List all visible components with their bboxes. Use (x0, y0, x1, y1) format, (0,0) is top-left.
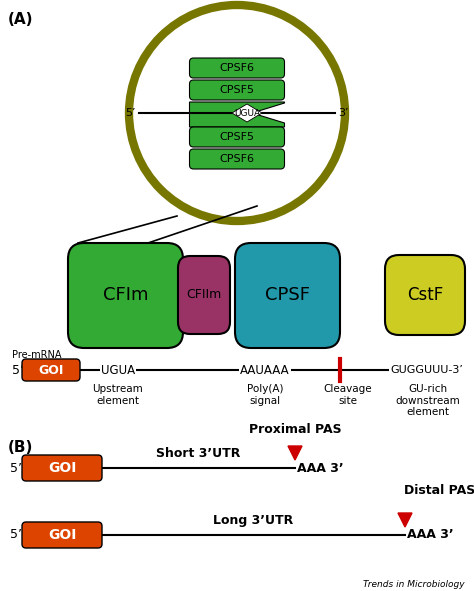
Text: Short 3’UTR: Short 3’UTR (156, 447, 241, 460)
FancyBboxPatch shape (385, 255, 465, 335)
Text: UGUA: UGUA (101, 363, 135, 376)
Text: GOI: GOI (48, 461, 76, 475)
Text: (A): (A) (8, 12, 34, 27)
FancyBboxPatch shape (190, 80, 284, 100)
Text: Long 3’UTR: Long 3’UTR (213, 514, 293, 527)
Text: 5’: 5’ (126, 108, 136, 118)
FancyBboxPatch shape (22, 522, 102, 548)
Text: CPSF6: CPSF6 (219, 63, 255, 73)
FancyBboxPatch shape (190, 58, 284, 78)
Text: 5’: 5’ (12, 363, 24, 376)
Text: CstF: CstF (407, 286, 443, 304)
Text: Trends in Microbiology: Trends in Microbiology (364, 580, 465, 589)
Text: Proximal PAS: Proximal PAS (249, 423, 341, 436)
Text: (B): (B) (8, 440, 33, 455)
Text: AAA 3’: AAA 3’ (297, 462, 344, 475)
Ellipse shape (129, 5, 345, 221)
Text: AAUAAA: AAUAAA (240, 363, 290, 376)
Text: CPSF5: CPSF5 (219, 85, 255, 95)
Polygon shape (190, 113, 284, 127)
Text: UGUA: UGUA (234, 109, 260, 118)
Text: AAA 3’: AAA 3’ (407, 528, 454, 541)
Polygon shape (288, 446, 302, 460)
Text: CFIm: CFIm (103, 287, 148, 304)
Text: CPSF5: CPSF5 (219, 132, 255, 142)
Text: Upstream
element: Upstream element (92, 384, 143, 405)
FancyBboxPatch shape (22, 455, 102, 481)
Text: 5’: 5’ (10, 462, 22, 475)
Text: GU-rich
downstream
element: GU-rich downstream element (396, 384, 460, 417)
Text: GUGGUUU-3’: GUGGUUU-3’ (390, 365, 463, 375)
Text: CPSF6: CPSF6 (219, 154, 255, 164)
FancyBboxPatch shape (178, 256, 230, 334)
Text: CFIIm: CFIIm (186, 288, 222, 301)
FancyBboxPatch shape (190, 127, 284, 147)
FancyBboxPatch shape (22, 359, 80, 381)
Text: Pre-mRNA: Pre-mRNA (12, 350, 62, 360)
Text: GOI: GOI (38, 363, 64, 376)
Text: Distal PAS: Distal PAS (404, 484, 474, 497)
Text: Poly(A)
signal: Poly(A) signal (247, 384, 283, 405)
FancyBboxPatch shape (68, 243, 183, 348)
Text: 5’: 5’ (10, 528, 22, 541)
Text: Cleavage
site: Cleavage site (324, 384, 372, 405)
Text: GOI: GOI (48, 528, 76, 542)
Text: CPSF: CPSF (265, 287, 310, 304)
Polygon shape (190, 102, 284, 113)
Polygon shape (398, 513, 412, 527)
FancyBboxPatch shape (235, 243, 340, 348)
Text: 3’: 3’ (338, 108, 348, 118)
Polygon shape (232, 104, 262, 122)
FancyBboxPatch shape (190, 149, 284, 169)
